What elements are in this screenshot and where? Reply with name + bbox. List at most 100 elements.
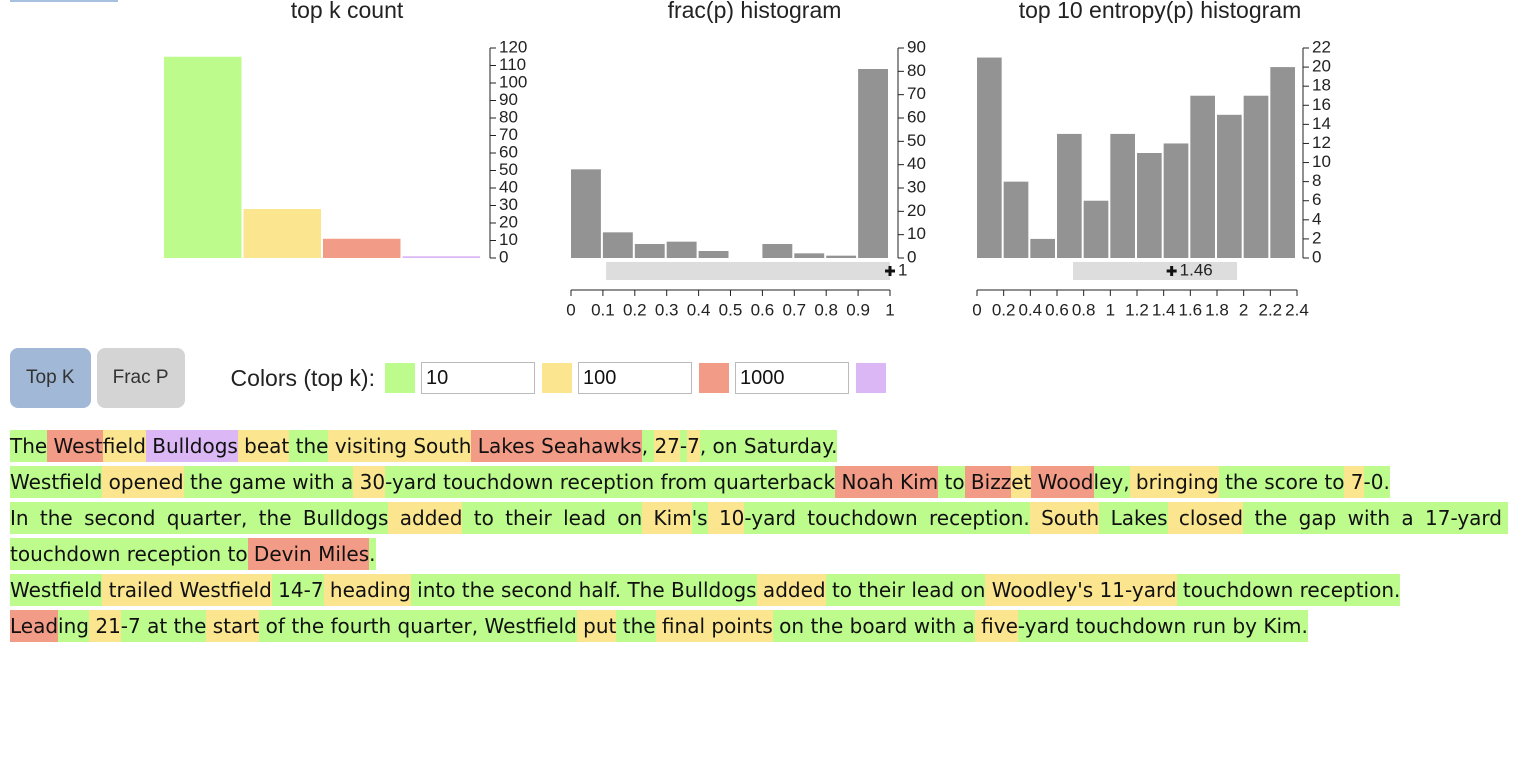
token: The: [10, 430, 48, 462]
token: of the fourth quarter, Westfield: [259, 610, 577, 642]
token: 27: [654, 430, 680, 462]
color-swatch[interactable]: [384, 363, 415, 393]
x-tick-label: 2: [1239, 300, 1248, 319]
y-tick-label: 50: [499, 160, 518, 179]
histogram-bar: [634, 244, 665, 258]
y-tick-label: 120: [499, 37, 527, 56]
threshold-input[interactable]: [420, 362, 535, 394]
token: closed: [1167, 502, 1244, 534]
x-tick-label: 0.6: [1045, 300, 1069, 319]
text-line: Westfield trailed Westfield 14-7 heading…: [10, 572, 1502, 608]
chart-title: top 10 entropy(p) histogram: [1019, 0, 1302, 23]
y-tick-label: 40: [907, 154, 926, 173]
x-tick-label: 0.5: [719, 300, 743, 319]
histogram-bar: [1110, 133, 1135, 258]
x-tick-label: 0.7: [782, 300, 806, 319]
token: ,: [641, 430, 655, 462]
y-tick-label: 4: [1312, 209, 1321, 228]
x-tick-label: 0.8: [1072, 300, 1096, 319]
token: Lakes Seahawks: [471, 430, 642, 462]
token: opened: [102, 466, 184, 498]
token: 14-7: [271, 574, 324, 606]
histogram-bar: [1057, 133, 1082, 258]
histogram-bar: [666, 241, 697, 258]
token: 7: [687, 430, 700, 462]
threshold-input[interactable]: [734, 362, 849, 394]
x-tick-label: 0.6: [751, 300, 775, 319]
chart-title: frac(p) histogram: [668, 0, 842, 23]
x-tick-label: 0.2: [992, 300, 1016, 319]
bar: [164, 56, 242, 258]
y-tick-label: 0: [1312, 247, 1321, 266]
bar: [243, 209, 321, 258]
chart-title: top k count: [291, 0, 404, 23]
histogram-bar: [1217, 114, 1242, 259]
y-tick-label: 90: [499, 90, 518, 109]
token: 30: [353, 466, 386, 498]
token: touchdown reception.: [1176, 574, 1401, 606]
y-tick-label: 16: [1312, 95, 1331, 114]
token: Lakes: [1099, 502, 1168, 534]
token: the game with a: [183, 466, 354, 498]
y-tick-label: 0: [907, 247, 916, 266]
x-tick-label: 0.1: [591, 300, 615, 319]
histogram-bar: [1163, 143, 1189, 258]
x-tick-label: 0: [566, 300, 575, 319]
bar: [323, 238, 401, 258]
text-line: In the second quarter, the Bulldogs adde…: [10, 500, 1509, 572]
color-swatch[interactable]: [541, 363, 572, 393]
y-tick-label: 70: [907, 84, 926, 103]
token: put: [576, 610, 617, 642]
x-tick-label: 0.9: [846, 300, 870, 319]
token: -: [679, 430, 688, 462]
mode-button[interactable]: Top K: [10, 348, 91, 408]
token: to: [938, 466, 965, 498]
histogram-bar: [1270, 67, 1295, 258]
mode-button[interactable]: Frac P: [96, 348, 185, 408]
y-tick-label: 20: [499, 212, 518, 231]
x-tick-label: 0.3: [655, 300, 679, 319]
color-swatch[interactable]: [698, 363, 729, 393]
histogram-bar: [977, 57, 1002, 258]
y-tick-label: 40: [499, 177, 518, 196]
histogram-bar: [826, 255, 857, 258]
token: on the board with a: [772, 610, 975, 642]
charts: top k count0102030405060708090100110120f…: [10, 0, 1331, 319]
brush: [1073, 262, 1237, 280]
y-tick-label: 18: [1312, 76, 1331, 95]
token: -yard touchdown reception from quarterba…: [385, 466, 836, 498]
x-tick-label: 2.4: [1285, 300, 1309, 319]
y-tick-label: 0: [499, 247, 508, 266]
token: the: [289, 430, 329, 462]
token: Noah Kim: [835, 466, 939, 498]
histogram-bar: [1003, 181, 1029, 258]
brush-handle: [1166, 266, 1177, 276]
token: final points: [655, 610, 773, 642]
threshold-input[interactable]: [577, 362, 692, 394]
y-tick-label: 14: [1312, 114, 1331, 133]
token: Wood: [1031, 466, 1094, 498]
x-tick-label: 1: [885, 300, 894, 319]
y-tick-label: 60: [907, 107, 926, 126]
token: field: [102, 430, 146, 462]
token: Kim: [642, 502, 692, 534]
y-tick-label: 20: [1312, 57, 1331, 76]
x-tick-label: 1.4: [1152, 300, 1176, 319]
token: et: [1011, 466, 1032, 498]
y-tick-label: 20: [907, 201, 926, 220]
y-tick-label: 60: [499, 142, 518, 161]
brush-handle: [885, 266, 895, 276]
token-text: The Westfield Bulldogs beat the visiting…: [10, 428, 1509, 644]
x-tick-label: 0.8: [814, 300, 838, 319]
histogram-bar: [571, 169, 601, 258]
token: added: [756, 574, 826, 606]
histogram-bar: [794, 253, 825, 258]
y-tick-label: 100: [499, 72, 527, 91]
token: , on Saturday.: [699, 430, 838, 462]
color-swatch[interactable]: [855, 363, 886, 393]
y-tick-label: 6: [1312, 190, 1321, 209]
histogram-bar: [762, 244, 793, 258]
token: Bizz: [964, 466, 1012, 498]
token: bringing: [1129, 466, 1219, 498]
